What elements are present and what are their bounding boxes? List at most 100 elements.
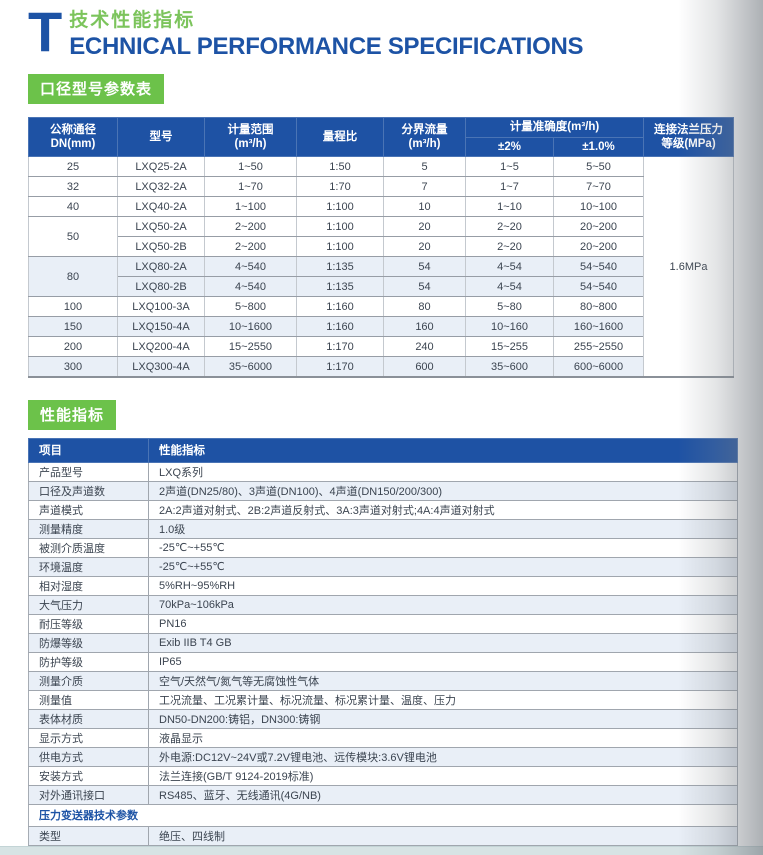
spec-cell-acc1: 7~70 xyxy=(553,176,644,198)
spec-cell-acc2: 1~7 xyxy=(465,176,554,198)
spec-cell-boundary: 80 xyxy=(383,296,466,318)
spec-cell-ratio: 1:135 xyxy=(296,256,384,278)
spec-cell-flange-pressure: 1.6MPa xyxy=(643,156,734,378)
performance-item-label: 防护等级 xyxy=(28,652,149,672)
col-header-boundary: 分界流量 (m³/h) xyxy=(383,116,466,158)
col-header-accuracy-2pct: ±2% xyxy=(465,136,554,158)
spec-cell-ratio: 1:160 xyxy=(296,296,384,318)
spec-cell-acc1: 80~800 xyxy=(553,296,644,318)
performance-table-row: 环境温度 -25℃~+55℃ xyxy=(28,557,738,577)
performance-item-value: RS485、蓝牙、无线通讯(4G/NB) xyxy=(148,785,738,805)
spec-cell-acc1: 160~1600 xyxy=(553,316,644,338)
performance-item-value: 绝压、四线制 xyxy=(148,826,738,846)
spec-cell-acc2: 15~255 xyxy=(465,336,554,358)
spec-cell-acc2: 10~160 xyxy=(465,316,554,338)
spec-cell-range: 35~6000 xyxy=(204,356,297,378)
performance-item-value: 空气/天然气/氮气等无腐蚀性气体 xyxy=(148,671,738,691)
performance-item-label: 类型 xyxy=(28,826,149,846)
performance-item-label: 被测介质温度 xyxy=(28,538,149,558)
performance-item-value: 工况流量、工况累计量、标况流量、标况累计量、温度、压力 xyxy=(148,690,738,710)
spec-cell-range: 15~2550 xyxy=(204,336,297,358)
spec-cell-acc1: 20~200 xyxy=(553,216,644,238)
col-header-range: 计量范围 (m³/h) xyxy=(204,116,297,158)
performance-item-value: 1.0级 xyxy=(148,519,738,539)
spec-table-row: 50 LXQ50-2A 2~200 1:100 20 2~20 20~200 xyxy=(28,216,734,258)
performance-table-row: 表体材质 DN50-DN200:铸铝，DN300:铸钢 xyxy=(28,709,738,729)
performance-item-label: 环境温度 xyxy=(28,557,149,577)
spec-cell-boundary: 600 xyxy=(383,356,466,378)
performance-item-label: 供电方式 xyxy=(28,747,149,767)
spec-cell-ratio: 1:50 xyxy=(296,156,384,178)
col-header-value: 性能指标 xyxy=(148,437,738,463)
spec-table-row: 300 LXQ300-4A 35~6000 1:170 600 35~600 600~600… xyxy=(28,356,734,378)
performance-table-row: 测量精度 1.0级 xyxy=(28,519,738,539)
spec-cell-boundary: 20 xyxy=(383,236,466,258)
performance-item-value: 70kPa~106kPa xyxy=(148,595,738,615)
spec-cell-range: 4~540 xyxy=(204,256,297,278)
page-bottom-edge xyxy=(0,846,763,855)
performance-item-label: 测量值 xyxy=(28,690,149,710)
spec-cell-acc2: 4~54 xyxy=(465,276,554,298)
spec-cell-dn: 80 xyxy=(28,256,118,298)
performance-item-value: Exib IIB T4 GB xyxy=(148,633,738,653)
spec-cell-range: 4~540 xyxy=(204,276,297,298)
spec-cell-model: LXQ150-4A xyxy=(117,316,205,338)
spec-cell-ratio: 1:170 xyxy=(296,356,384,378)
spec-cell-boundary: 20 xyxy=(383,216,466,238)
performance-table-row: 产品型号 LXQ系列 xyxy=(28,462,738,482)
performance-table-row: 大气压力 70kPa~106kPa xyxy=(28,595,738,615)
performance-table-row: 类型 绝压、四线制 xyxy=(28,826,738,846)
spec-cell-range: 2~200 xyxy=(204,236,297,258)
performance-item-label: 产品型号 xyxy=(28,462,149,482)
spec-cell-boundary: 54 xyxy=(383,256,466,278)
title-chinese: 技术性能指标 xyxy=(69,10,196,31)
spec-cell-acc2: 2~20 xyxy=(465,236,554,258)
spec-cell-acc1: 600~6000 xyxy=(553,356,644,378)
spec-cell-boundary: 160 xyxy=(383,316,466,338)
performance-table-row: 安装方式 法兰连接(GB/T 9124-2019标准) xyxy=(28,766,738,786)
performance-table-row: 测量介质 空气/天然气/氮气等无腐蚀性气体 xyxy=(28,671,738,691)
spec-cell-boundary: 54 xyxy=(383,276,466,298)
col-header-item: 项目 xyxy=(28,437,149,463)
performance-table-row: 供电方式 外电源:DC12V~24V或7.2V锂电池、远传模块:3.6V锂电池 xyxy=(28,747,738,767)
performance-item-value: 法兰连接(GB/T 9124-2019标准) xyxy=(148,766,738,786)
spec-cell-model: LXQ50-2A xyxy=(117,216,205,238)
spec-cell-dn: 150 xyxy=(28,316,118,338)
performance-table-body: 产品型号 LXQ系列 口径及声道数 2声道(DN25/80)、3声道(DN100)、4… xyxy=(28,462,738,851)
spec-table-row: 32 LXQ32-2A 1~70 1:70 7 1~7 7~70 xyxy=(28,176,734,198)
col-header-flange: 连接法兰压力 等级(MPa) xyxy=(643,116,734,158)
performance-table-row: 防爆等级 Exib IIB T4 GB xyxy=(28,633,738,653)
performance-table-row: 测量值 工况流量、工况累计量、标况流量、标况累计量、温度、压力 xyxy=(28,690,738,710)
spec-table-row: LXQ50-2B 2~200 1:100 20 2~20 20~200 xyxy=(29,236,734,258)
performance-item-label: 对外通讯接口 xyxy=(28,785,149,805)
spec-cell-ratio: 1:100 xyxy=(296,216,384,238)
spec-cell-acc2: 1~5 xyxy=(465,156,554,178)
spec-cell-dn: 50 xyxy=(28,216,118,258)
spec-table-row: 100 LXQ100-3A 5~800 1:160 80 5~80 80~800 xyxy=(28,296,734,318)
performance-table: 项目 性能指标 产品型号 LXQ系列 口径及声道数 2声道(DN25/80)、3声道(… xyxy=(28,437,738,851)
spec-cell-ratio: 1:70 xyxy=(296,176,384,198)
performance-item-label: 大气压力 xyxy=(28,595,149,615)
title-initial-letter: T xyxy=(28,0,63,63)
col-header-accuracy-1pct: ±1.0% xyxy=(553,136,644,158)
performance-item-value: 5%RH~95%RH xyxy=(148,576,738,596)
performance-section-title: 压力变送器技术参数 xyxy=(28,804,738,827)
spec-cell-acc1: 54~540 xyxy=(553,276,644,298)
spec-cell-acc2: 5~80 xyxy=(465,296,554,318)
performance-item-value: 液晶显示 xyxy=(148,728,738,748)
spec-cell-acc1: 255~2550 xyxy=(553,336,644,358)
spec-cell-model: LXQ80-2A xyxy=(117,256,205,278)
performance-item-value: -25℃~+55℃ xyxy=(148,557,738,577)
spec-cell-acc1: 5~50 xyxy=(553,156,644,178)
spec-cell-ratio: 1:170 xyxy=(296,336,384,358)
performance-item-label: 防爆等级 xyxy=(28,633,149,653)
performance-table-row: 被测介质温度 -25℃~+55℃ xyxy=(28,538,738,558)
performance-item-label: 声道模式 xyxy=(28,500,149,520)
performance-item-label: 相对湿度 xyxy=(28,576,149,596)
spec-cell-range: 5~800 xyxy=(204,296,297,318)
performance-item-label: 测量精度 xyxy=(28,519,149,539)
performance-item-label: 耐压等级 xyxy=(28,614,149,634)
performance-section-row: 压力变送器技术参数 xyxy=(28,804,738,827)
spec-cell-dn: 40 xyxy=(28,196,118,218)
spec-table-row: 150 LXQ150-4A 10~1600 1:160 160 10~160 160~160… xyxy=(28,316,734,338)
